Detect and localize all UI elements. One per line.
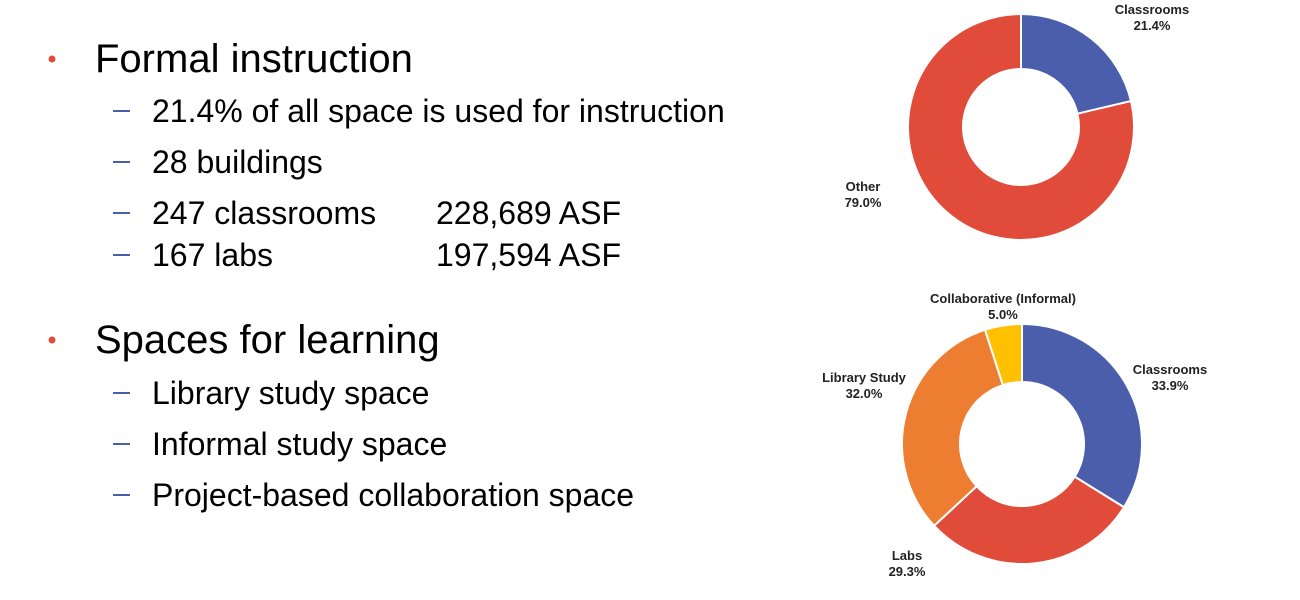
slice-value-label: 29.3% — [889, 564, 926, 579]
donut-slice — [1020, 12, 1133, 115]
asf: 197,594 ASF — [436, 237, 621, 273]
slice-label: Other — [846, 179, 881, 194]
slice-label: Collaborative (Informal) — [930, 291, 1076, 306]
slice-value-label: 5.0% — [988, 307, 1018, 322]
bullet-text: Spaces for learning — [95, 318, 440, 362]
donut-slice — [907, 12, 1135, 241]
bullet-dot — [48, 336, 56, 344]
sub-bullet: Informal study space — [152, 426, 447, 462]
sub-bullet: 28 buildings — [152, 144, 323, 180]
slice-value-label: 21.4% — [1134, 18, 1171, 33]
donut-slice — [932, 475, 1126, 565]
bullet-text: Formal instruction — [95, 37, 413, 81]
sub-bullet: 167 labs — [152, 237, 273, 273]
sub-bullet: Library study space — [152, 375, 429, 411]
slice-label: Labs — [892, 548, 922, 563]
sub-bullet: Project-based collaboration space — [152, 477, 634, 513]
bullet-dot — [48, 55, 56, 63]
slice-label: Classrooms — [1115, 2, 1189, 17]
asf: 228,689 ASF — [436, 195, 621, 231]
slice-value-label: 79.0% — [845, 195, 882, 210]
sub-bullet: 247 classrooms — [152, 195, 376, 231]
donut-slice — [901, 328, 1005, 528]
sub-bullet: 21.4% of all space is used for instructi… — [152, 93, 725, 129]
slice-label: Classrooms — [1133, 362, 1207, 377]
donut-slice — [983, 322, 1023, 387]
slice-value-label: 33.9% — [1152, 378, 1189, 393]
donut-slice — [1021, 322, 1143, 509]
slice-value-label: 32.0% — [846, 386, 883, 401]
slice-label: Library Study — [822, 370, 907, 385]
